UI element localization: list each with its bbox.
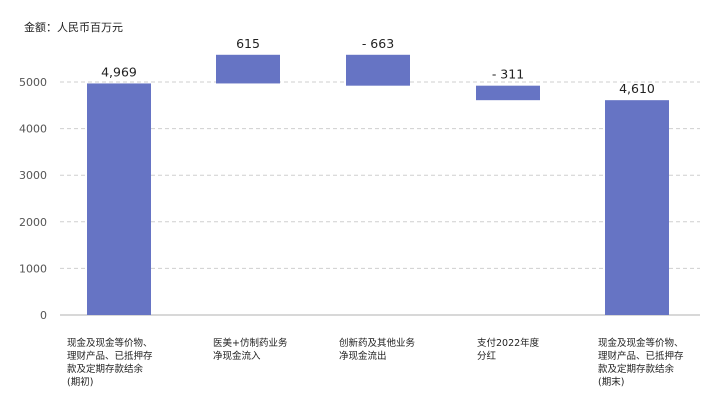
- data-label: 4,969: [101, 64, 137, 79]
- x-category-label: 现金及现金等价物、 理财产品、已抵押存 款及定期存款结余 (期末): [598, 338, 684, 388]
- y-tick-label: 5000: [19, 76, 47, 89]
- x-category-label: 现金及现金等价物、 理财产品、已抵押存 款及定期存款结余 (期初): [67, 338, 153, 388]
- unit-label: 金额：人民币百万元: [24, 21, 123, 34]
- x-category-label: 创新药及其他业务 净现金流出: [339, 338, 416, 362]
- bar: [87, 83, 151, 315]
- x-category-label: 支付2022年度 分红: [477, 338, 540, 362]
- y-tick-label: 3000: [19, 169, 47, 182]
- data-label: 615: [236, 36, 260, 51]
- data-label: - 311: [492, 67, 524, 82]
- y-tick-label: 2000: [19, 216, 47, 229]
- bar: [476, 85, 540, 101]
- y-tick-label: 0: [40, 309, 47, 322]
- bar: [216, 54, 280, 84]
- bar: [346, 54, 410, 86]
- data-label: 4,610: [619, 81, 655, 96]
- y-tick-label: 1000: [19, 262, 47, 275]
- bar: [605, 100, 669, 315]
- data-label: - 663: [362, 36, 394, 51]
- x-category-label: 医美+仿制药业务 净现金流入: [213, 338, 288, 362]
- y-tick-label: 4000: [19, 123, 47, 136]
